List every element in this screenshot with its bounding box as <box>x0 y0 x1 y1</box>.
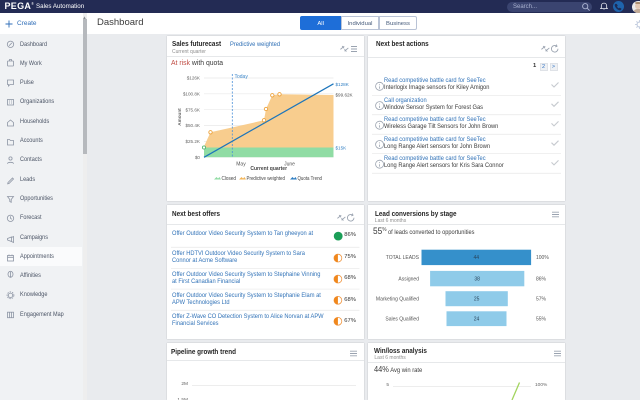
svg-text:May: May <box>236 162 246 168</box>
svg-text:TOTAL LEADS: TOTAL LEADS <box>385 255 419 261</box>
svg-text:$25.2K: $25.2K <box>185 139 200 144</box>
svg-text:$99.62K: $99.62K <box>336 92 354 97</box>
svg-text:Quota Trend: Quota Trend <box>298 176 323 182</box>
svg-text:Current quarter: Current quarter <box>250 166 287 172</box>
svg-text:Sales Qualified: Sales Qualified <box>385 316 419 322</box>
svg-text:Today: Today <box>235 74 249 80</box>
svg-text:$0: $0 <box>195 155 201 160</box>
svg-text:June: June <box>284 162 295 168</box>
svg-text:24: 24 <box>473 316 479 322</box>
svg-text:$50.4K: $50.4K <box>185 123 200 128</box>
svg-text:57%: 57% <box>536 296 547 302</box>
svg-text:25: 25 <box>473 296 479 302</box>
svg-text:$128K: $128K <box>336 82 350 87</box>
svg-text:38: 38 <box>474 276 480 282</box>
svg-text:86%: 86% <box>536 276 547 282</box>
svg-text:$15K: $15K <box>336 145 348 150</box>
svg-text:$75.6K: $75.6K <box>185 107 200 112</box>
svg-text:100%: 100% <box>536 255 549 261</box>
svg-text:44: 44 <box>473 255 479 261</box>
svg-text:55%: 55% <box>536 316 547 322</box>
svg-text:$100.8K: $100.8K <box>183 91 201 96</box>
svg-text:Amount: Amount <box>177 108 182 126</box>
svg-text:Marketing Qualified: Marketing Qualified <box>375 296 418 302</box>
svg-text:$126K: $126K <box>187 76 201 81</box>
svg-text:Closed: Closed <box>222 176 237 182</box>
svg-text:Predictive weighted: Predictive weighted <box>247 176 286 182</box>
svg-text:Assigned: Assigned <box>398 276 419 282</box>
